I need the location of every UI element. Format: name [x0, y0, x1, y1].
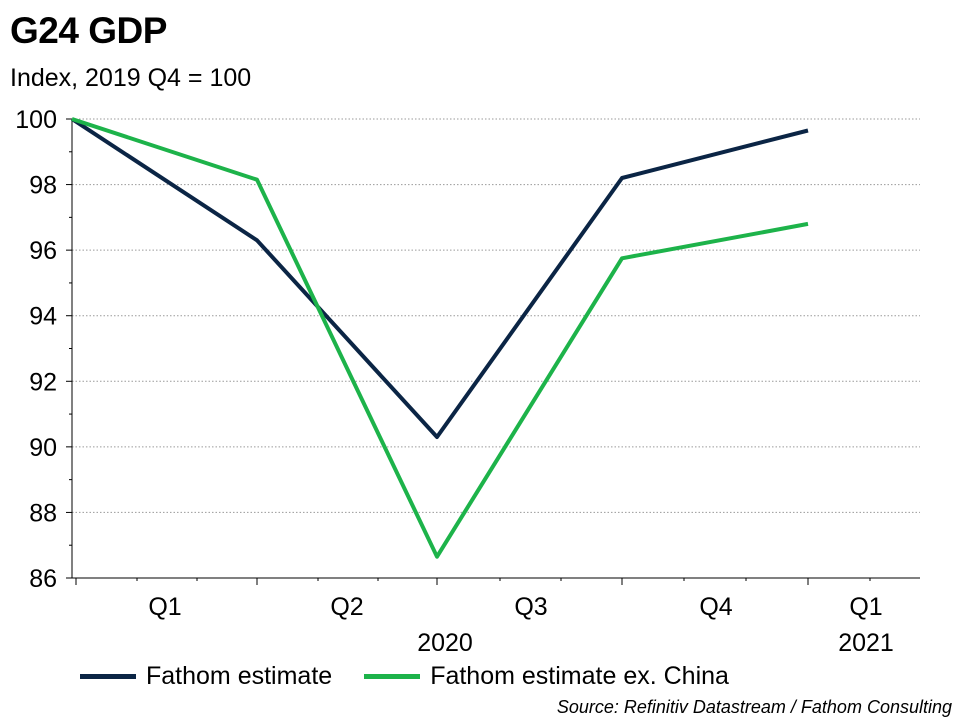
y-tick-label: 88	[29, 499, 57, 527]
y-tick-labels: 86 88 90 92 94 96 98 100	[15, 106, 57, 593]
x-year-label: 2021	[838, 629, 894, 657]
chart-subtitle: Index, 2019 Q4 = 100	[10, 64, 252, 92]
x-tick-label: Q3	[514, 593, 547, 621]
gridlines	[72, 118, 920, 513]
x-tick-label: Q1	[148, 593, 181, 621]
x-tick-labels: Q1 Q2 Q3 Q4 Q1 2020 2021	[148, 593, 893, 657]
legend: Fathom estimate Fathom estimate ex. Chin…	[80, 662, 761, 691]
series-lines	[70, 117, 809, 559]
axes	[66, 118, 920, 585]
y-tick-label: 92	[29, 368, 57, 396]
legend-swatch-fathom-estimate	[80, 674, 136, 679]
series-line-fathom-estimate	[70, 117, 809, 439]
y-tick-label: 96	[29, 237, 57, 265]
source-note: Source: Refinitiv Datastream / Fathom Co…	[556, 697, 952, 717]
x-tick-label: Q1	[849, 593, 882, 621]
legend-swatch-fathom-estimate-ex-china	[364, 674, 421, 679]
legend-item-fathom-estimate-ex-china: Fathom estimate ex. China	[364, 662, 729, 691]
chart-title: G24 GDP	[10, 10, 167, 51]
y-tick-label: 100	[15, 106, 57, 134]
y-tick-label: 86	[29, 565, 57, 593]
legend-label: Fathom estimate ex. China	[430, 662, 729, 690]
y-tick-label: 98	[29, 172, 57, 200]
x-year-label: 2020	[417, 629, 473, 657]
legend-label: Fathom estimate	[146, 662, 333, 690]
y-tick-label: 94	[29, 303, 57, 331]
x-tick-label: Q4	[699, 593, 732, 621]
legend-item-fathom-estimate: Fathom estimate	[80, 662, 332, 691]
y-tick-label: 90	[29, 434, 57, 462]
x-tick-label: Q2	[330, 593, 363, 621]
